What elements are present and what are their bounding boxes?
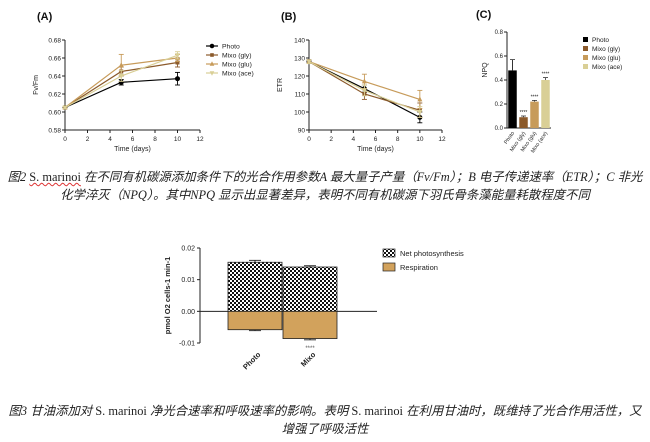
legend-swatch <box>382 248 396 258</box>
y-axis-title: Fv/Fm <box>33 75 40 95</box>
data-point <box>417 110 423 115</box>
data-point <box>417 96 423 102</box>
x-tick-label: 0 <box>63 136 67 143</box>
x-tick-label: 10 <box>416 136 424 143</box>
x-tick-label: 2 <box>329 136 333 143</box>
data-point <box>118 62 124 68</box>
legend-label: Mixo (ace) <box>592 64 622 71</box>
significance-label: **** <box>305 346 315 352</box>
y-tick-label: 0.64 <box>48 73 61 80</box>
data-point <box>361 78 367 84</box>
x-axis-title: Time (days) <box>114 146 151 153</box>
bar <box>530 101 539 128</box>
data-point <box>175 53 180 59</box>
x-tick-label: Photo <box>241 350 263 372</box>
y-tick-label: 0.00 <box>181 309 195 316</box>
panel-label: (B) <box>281 11 297 23</box>
y-tick-label: -0.01 <box>179 341 195 348</box>
data-point <box>210 53 214 57</box>
y-axis-title: pmol O2 cells-1 min-1 <box>163 257 172 335</box>
x-tick-label: 6 <box>374 136 378 143</box>
significance-label: **** <box>520 110 528 116</box>
bar <box>282 310 338 339</box>
legend-label: Net photosynthesis <box>400 249 464 258</box>
data-point <box>209 61 215 66</box>
y-tick-label: 90 <box>298 127 306 134</box>
y-tick-label: 120 <box>294 73 305 80</box>
y-tick-label: 0.6 <box>495 54 504 60</box>
data-point <box>118 74 124 79</box>
species-name: S. marinoi <box>351 404 403 418</box>
legend-label: Mixo (ace) <box>222 71 254 78</box>
data-point <box>175 76 180 82</box>
legend-swatch <box>583 55 588 60</box>
bar <box>227 310 283 331</box>
bar <box>282 266 338 312</box>
y-axis-title: NPQ <box>482 62 489 78</box>
legend-swatch <box>583 37 588 42</box>
figure-2-caption: 图2 S. marinoi 在不同有机碳源添加条件下的光合作用参数A 最大量子产… <box>7 170 643 202</box>
species-name: S. marinoi <box>29 170 81 184</box>
data-point <box>175 60 180 65</box>
y-tick-label: 0.2 <box>495 102 504 108</box>
fig3-chart: -0.01 0.00 0.01 0.02 pmol O2 cells-1 min-1 Ph… <box>163 246 464 372</box>
species-name: S. marinoi <box>95 404 147 418</box>
legend-label: Photo <box>222 44 240 51</box>
x-tick-label: 10 <box>174 136 182 143</box>
y-tick-label: 100 <box>294 109 305 116</box>
x-tick-label: 4 <box>352 136 356 143</box>
panel-b-chart: (B) 0 2 4 6 8 10 12 90 100 110 120 130 140 Time (days)… <box>277 11 446 153</box>
y-tick-label: 0.68 <box>48 37 61 44</box>
legend-label: Mixo (glu) <box>592 55 621 62</box>
legend-label: Respiration <box>400 263 438 272</box>
y-tick-label: 130 <box>294 55 305 62</box>
x-tick-label: 6 <box>131 136 135 143</box>
y-axis-title: ETR <box>277 78 284 92</box>
legend-label: Mixo (glu) <box>222 62 252 69</box>
x-tick-label: 12 <box>438 136 446 143</box>
x-tick-label: 2 <box>86 136 90 143</box>
x-axis-title: Time (days) <box>357 146 394 153</box>
data-point <box>361 88 367 94</box>
panel-c-chart: (C) 0.0 0.2 0.4 0.6 0.8 NPQ Photo **** Mixo (gly)… <box>476 9 622 154</box>
x-tick-label: 8 <box>153 136 157 143</box>
legend-swatch <box>382 262 396 272</box>
y-tick-label: 0.02 <box>181 246 195 253</box>
y-tick-label: 0.58 <box>48 127 61 134</box>
x-tick-label: Mixo <box>299 350 318 369</box>
x-tick-label: 8 <box>396 136 400 143</box>
panel-label: (A) <box>37 11 53 23</box>
legend-label: Mixo (gly) <box>592 46 620 53</box>
y-tick-label: 0.01 <box>181 277 195 284</box>
y-tick-label: 0.60 <box>48 109 61 116</box>
panel-a-chart: (A) 0 2 4 6 8 10 12 0.58 0.60 0.62 0.64 0.66 0.68 Time… <box>33 11 254 153</box>
legend-label: Photo <box>592 37 609 44</box>
bar <box>519 117 528 128</box>
data-point <box>209 71 215 76</box>
y-tick-label: 0.8 <box>495 30 504 36</box>
y-tick-label: 0.0 <box>495 126 504 132</box>
bar <box>541 80 550 128</box>
y-tick-label: 0.66 <box>48 55 61 62</box>
data-point <box>209 43 215 49</box>
significance-label: **** <box>542 72 550 78</box>
figure-3-caption: 图3 甘油添加对 S. marinoi 净光合速率和呼吸速率的影响。表明 S. … <box>8 404 642 436</box>
x-tick-label: 0 <box>307 136 311 143</box>
x-tick-label: 12 <box>196 136 204 143</box>
data-point <box>62 105 68 111</box>
significance-label: **** <box>531 94 539 100</box>
legend-label: Mixo (gly) <box>222 53 251 60</box>
bar <box>508 70 517 128</box>
panel-label: (C) <box>476 9 492 21</box>
y-tick-label: 110 <box>295 91 306 98</box>
y-tick-label: 0.4 <box>495 78 504 84</box>
bar <box>227 261 283 312</box>
y-tick-label: 140 <box>294 37 305 44</box>
legend-swatch <box>583 46 588 51</box>
x-tick-label: 4 <box>108 136 112 143</box>
legend-swatch <box>583 64 588 69</box>
data-point <box>306 59 312 65</box>
y-tick-label: 0.62 <box>48 91 61 98</box>
